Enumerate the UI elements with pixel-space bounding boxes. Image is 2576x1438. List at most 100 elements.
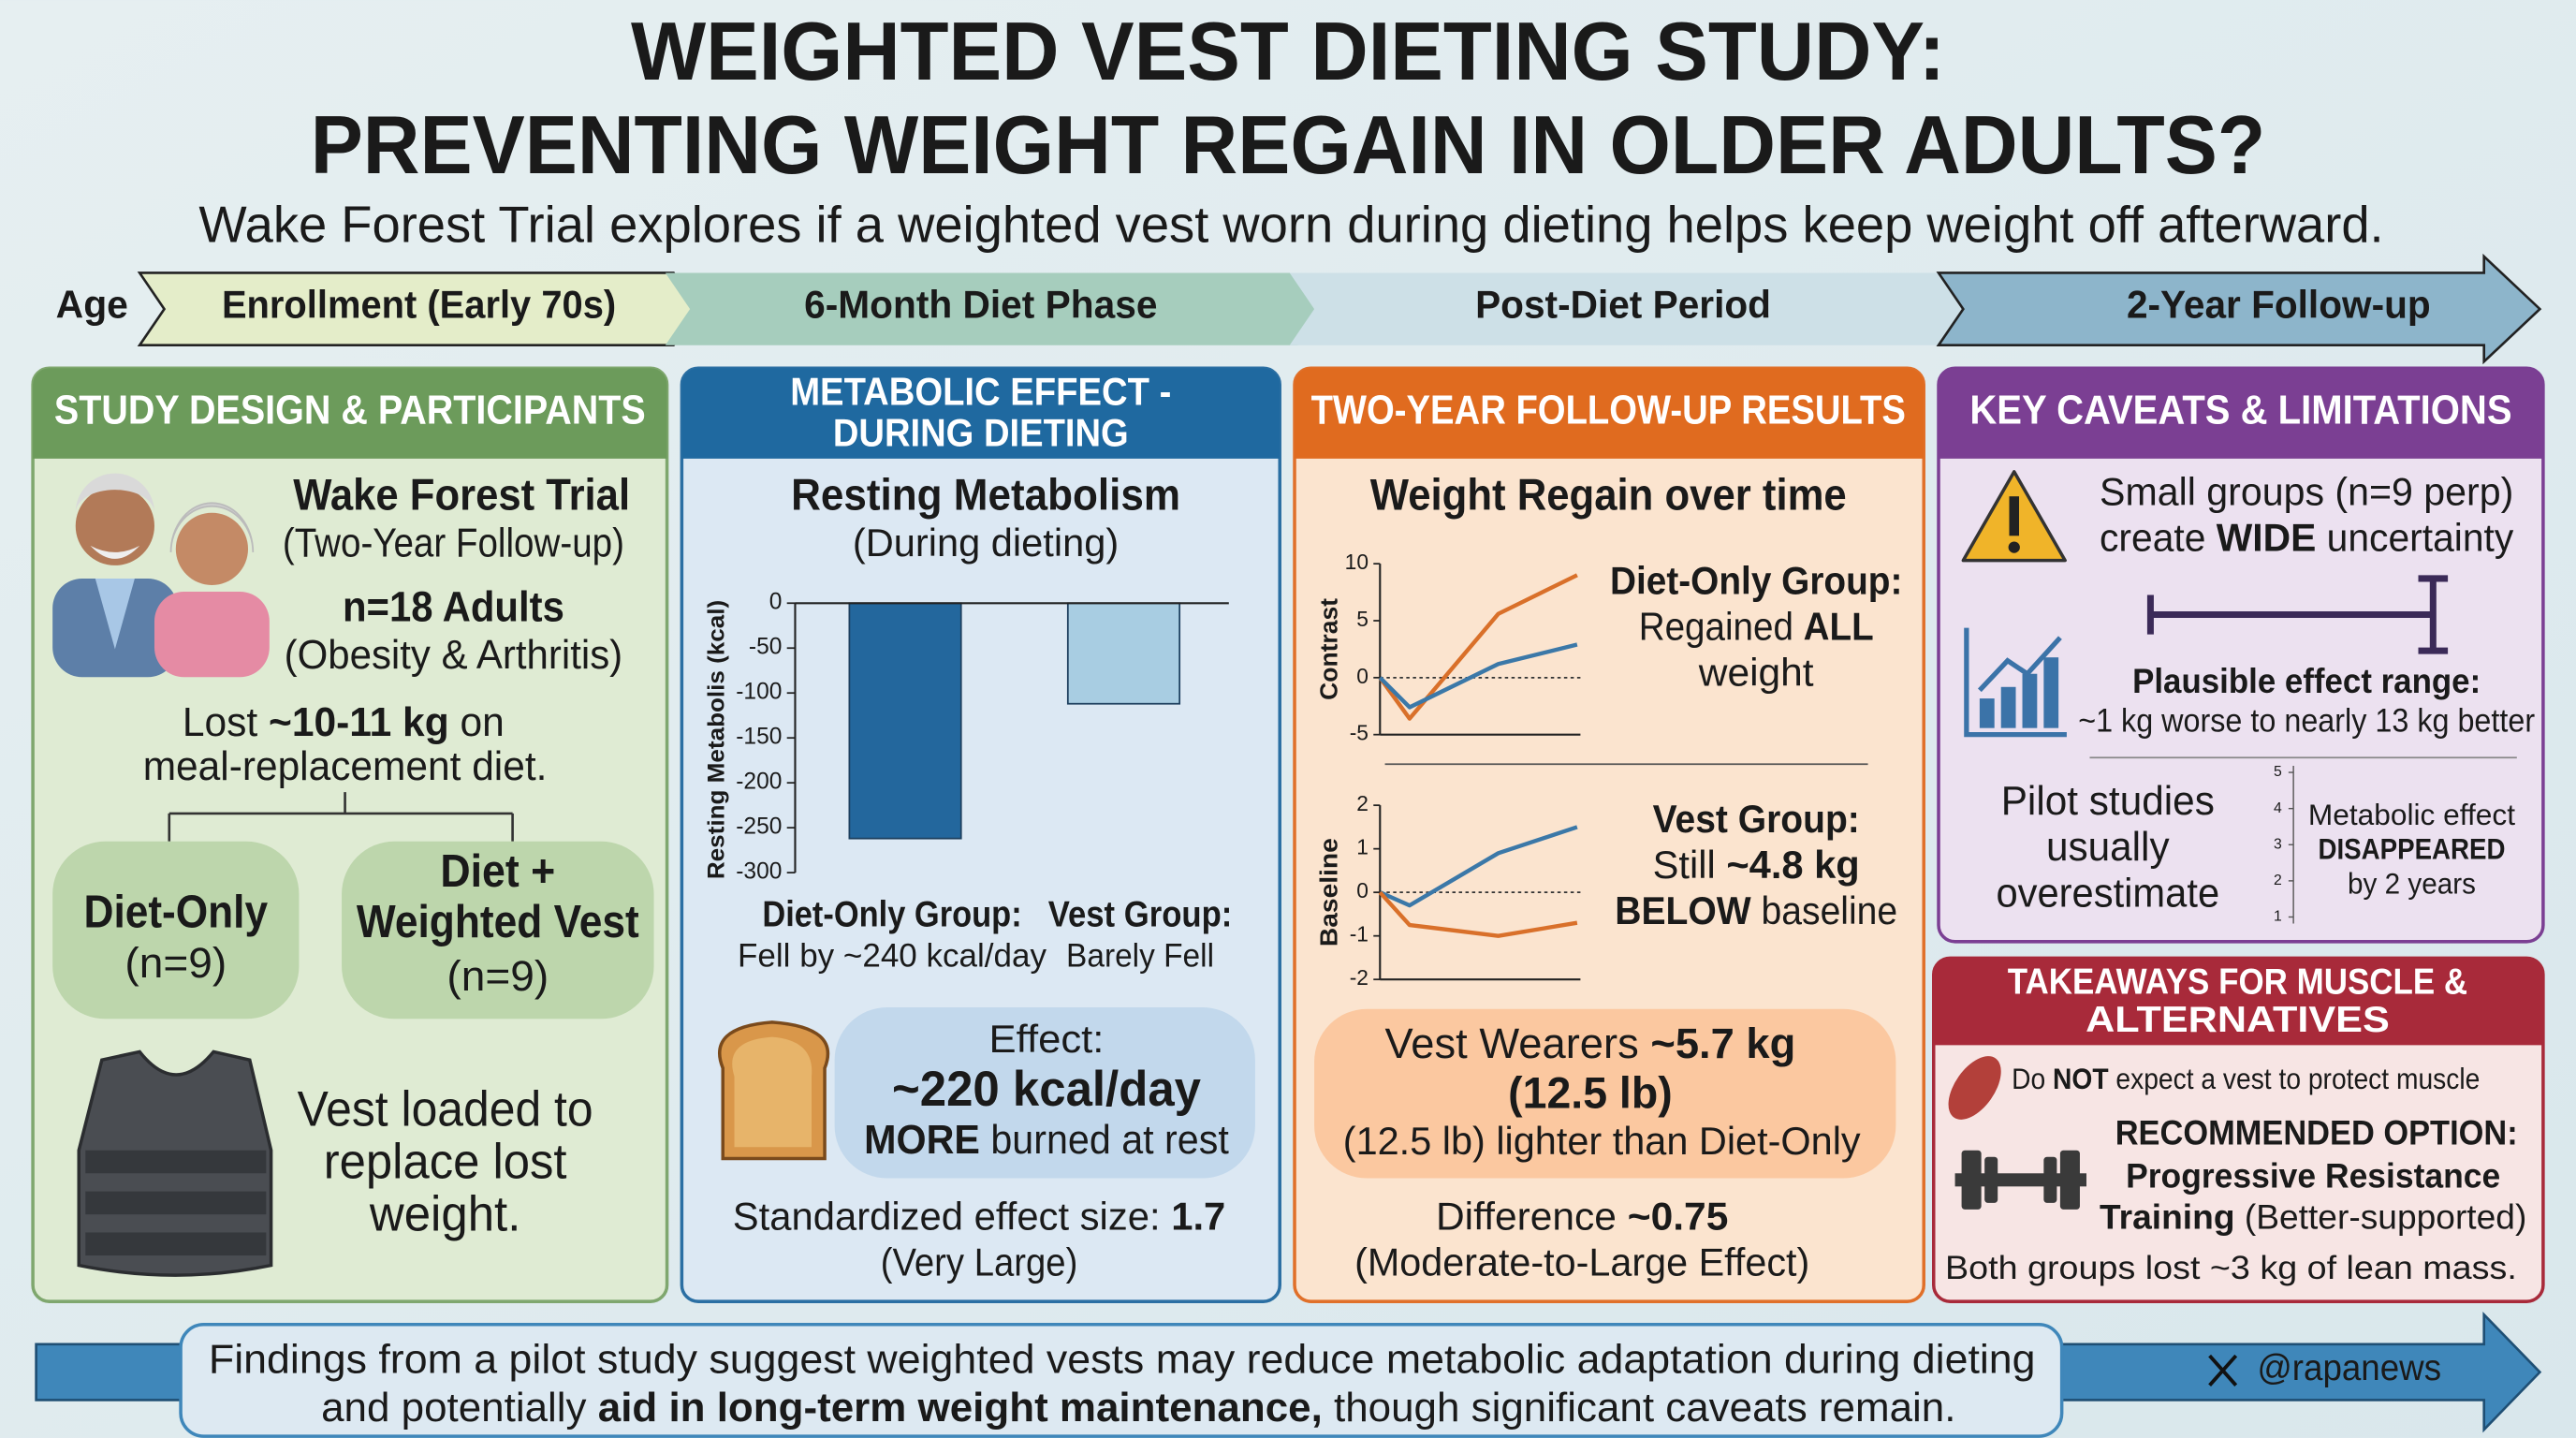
text-run: ~0.75 (1628, 1195, 1729, 1239)
y-tick-label: -200 (736, 770, 782, 795)
group-name: Weighted Vest (357, 897, 639, 947)
label: (Moderate-to-Large Effect) (1354, 1240, 1809, 1284)
text-run: aid in long-term weight maintenance, (598, 1385, 1323, 1431)
label: meal-replacement diet. (143, 743, 548, 789)
series-line (1379, 825, 1578, 908)
people-icon (52, 473, 270, 678)
vest-icon (77, 1049, 273, 1277)
panel-caveats (1937, 366, 2545, 944)
text-run: Still (1653, 843, 1727, 887)
muscle-icon (1948, 1056, 2001, 1120)
label: Both groups lost ~3 kg of lean mass. (1945, 1250, 2517, 1286)
y-tick-label: 4 (2274, 800, 2282, 816)
text-run: ALL (1804, 604, 1874, 648)
y-tick-label: -2 (1350, 965, 1368, 990)
tree-lines (168, 792, 514, 842)
text-run: (Better-supported) (2235, 1197, 2527, 1236)
label: n=18 Adults (343, 582, 564, 630)
group-pill (342, 841, 654, 1020)
category-note: Barely Fell (1066, 938, 1214, 975)
y-tick-label: 5 (1356, 607, 1368, 631)
group-n: (n=9) (124, 939, 227, 987)
label: Progressive Resistance (2126, 1156, 2500, 1195)
label: (12.5 lb) (1508, 1068, 1673, 1118)
panel-title: METABOLIC EFFECT - (790, 369, 1171, 413)
text-run: and potentially (321, 1385, 598, 1431)
y-axis-label: Baseline (1315, 838, 1343, 946)
label: BELOW baseline (1615, 888, 1897, 932)
label: overestimate (1996, 870, 2219, 916)
y-tick-label: -100 (736, 680, 782, 705)
label: Diet-Only Group: (1610, 558, 1902, 602)
label: Effect: (989, 1017, 1105, 1061)
series-line (1378, 642, 1578, 710)
text-run: WIDE (2217, 516, 2317, 560)
text-run: uncertainty (2316, 516, 2513, 560)
label: by 2 years (2348, 866, 2476, 900)
text-run: Difference (1436, 1195, 1628, 1239)
chart-subtitle: (During dieting) (853, 521, 1119, 565)
label: usually (2046, 824, 2170, 870)
category-note: Fell by ~240 kcal/day (738, 938, 1046, 975)
label: Vest Group: (1653, 797, 1860, 841)
timeline-arrow (137, 253, 2542, 365)
growth-icon (1964, 627, 2067, 738)
category-label: Diet-Only Group: (762, 895, 1021, 935)
label: (Very Large) (881, 1240, 1078, 1284)
label: (12.5 lb) lighter than Diet-Only (1343, 1119, 1861, 1163)
chart-title: Weight Regain over time (1370, 470, 1847, 520)
text-run: Do (2012, 1062, 2053, 1095)
label: Regained ALL (1639, 604, 1874, 648)
y-axis-label: Resting Metabolis (kcal) (704, 600, 729, 879)
subtitle: Wake Forest Trial explores if a weighted… (198, 196, 2383, 253)
timeline-stage: 6-Month Diet Phase (804, 282, 1157, 326)
group-n: (n=9) (446, 952, 549, 1000)
label: ~220 kcal/day (892, 1062, 1201, 1117)
series-line (1378, 890, 1578, 938)
text-run: expect a vest to protect muscle (2109, 1062, 2481, 1095)
text-run: NOT (2053, 1062, 2109, 1095)
title: PREVENTING WEIGHT REGAIN IN OLDER ADULTS… (311, 99, 2266, 191)
label: Standardized effect size: 1.7 (733, 1195, 1226, 1239)
text-run: Standardized effect size: (733, 1195, 1171, 1239)
series-line (1378, 573, 1578, 721)
y-tick-label: 2 (2274, 873, 2282, 888)
warning-icon (1961, 470, 2067, 563)
text-run: ~10-11 kg (269, 699, 449, 745)
label: weight (1698, 651, 1814, 695)
y-axis-label: Contrast (1315, 598, 1343, 700)
panel-title: KEY CAVEATS & LIMITATIONS (1969, 387, 2511, 433)
label: Still ~4.8 kg (1653, 843, 1860, 887)
label: (Two-Year Follow-up) (283, 520, 624, 565)
y-tick-label: 2 (1356, 791, 1368, 815)
effect-box (834, 1007, 1255, 1179)
result-box (1314, 1008, 1896, 1179)
text-run: though significant caveats remain. (1323, 1385, 1956, 1431)
text-run: Training (2100, 1197, 2235, 1236)
label: create WIDE uncertainty (2100, 516, 2513, 560)
panel-title: TWO-YEAR FOLLOW-UP RESULTS (1311, 387, 1906, 433)
panel-title: DURING DIETING (833, 410, 1129, 454)
label: Plausible effect range: (2132, 662, 2481, 700)
text-run: Regained (1639, 604, 1804, 648)
label: Difference ~0.75 (1436, 1195, 1728, 1239)
label: DISAPPEARED (2318, 832, 2505, 866)
text-run: create (2100, 516, 2217, 560)
y-tick-label: -5 (1350, 721, 1368, 745)
text-run: ~4.8 kg (1726, 843, 1859, 887)
panel-takeaways (1932, 956, 2545, 1303)
y-tick-label: 1 (2274, 909, 2282, 925)
group-name: Diet-Only (84, 888, 269, 938)
label: Wake Forest Trial (293, 470, 630, 520)
label: Training (Better-supported) (2100, 1197, 2526, 1236)
y-tick-label: -150 (736, 725, 782, 750)
y-tick-label: 1 (1356, 835, 1368, 859)
text-run: burned at rest (980, 1117, 1229, 1163)
label: Small groups (n=9 perp) (2100, 470, 2513, 514)
panel-title: TAKEAWAYS FOR MUSCLE & (2008, 962, 2467, 1003)
y-tick-label: -300 (736, 859, 782, 885)
label: ~1 kg worse to nearly 13 kg better (2078, 703, 2535, 740)
title: WEIGHTED VEST DIETING STUDY: (631, 6, 1945, 97)
timeline-label: Age (56, 282, 128, 326)
